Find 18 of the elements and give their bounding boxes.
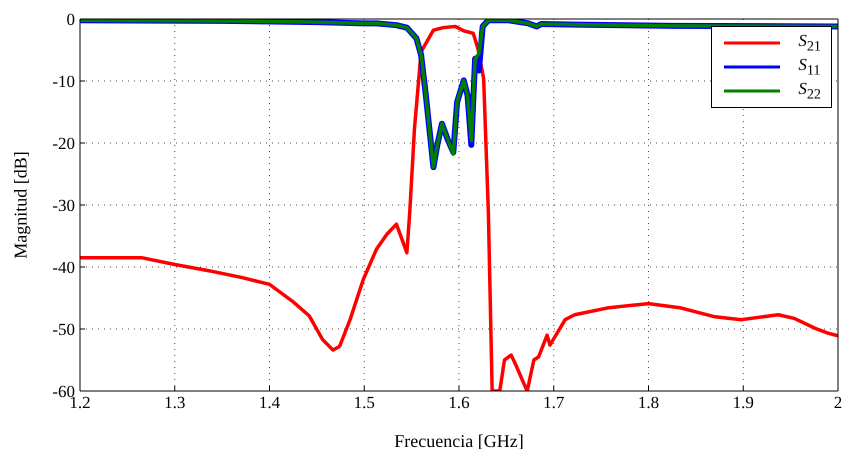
y-tick-label: -50 (52, 320, 75, 340)
y-tick-label: -10 (52, 72, 75, 92)
y-tick-label: 0 (66, 10, 75, 30)
legend-label: S$_{21}$ (798, 30, 821, 54)
legend-label: S$_{11}$ (798, 54, 820, 78)
x-tick-label: 2 (834, 393, 842, 412)
y-axis-title: Magnitud [dB] (10, 151, 30, 259)
x-tick-label: 1.6 (448, 393, 470, 412)
x-tick-label: 1.5 (354, 393, 375, 412)
y-tick-label: -30 (52, 196, 75, 216)
x-tick-label: 1.3 (164, 393, 186, 412)
x-tick-label: 1.7 (543, 393, 565, 412)
legend-label: S$_{22}$ (798, 78, 821, 102)
x-tick-label: 1.8 (638, 393, 660, 412)
x-tick-label: 1.9 (732, 393, 754, 412)
y-tick-label: -20 (52, 134, 75, 154)
y-tick-label: -40 (52, 258, 75, 278)
x-tick-label: 1.4 (258, 393, 281, 412)
